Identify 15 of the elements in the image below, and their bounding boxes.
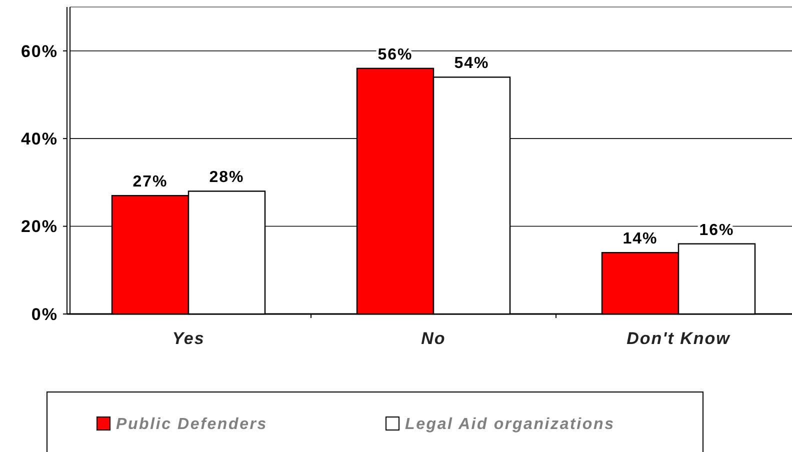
data-label: 54%	[454, 55, 490, 72]
legend-label: Public Defenders	[116, 416, 268, 433]
data-label: 28%	[209, 169, 244, 186]
y-tick-label: 60%	[20, 42, 58, 61]
data-label: 56%	[378, 46, 413, 64]
data-label: 14%	[622, 230, 658, 248]
data-label: 27%	[132, 174, 168, 191]
y-tick-label: 0%	[31, 304, 58, 324]
y-tick-label: 20%	[20, 217, 58, 236]
data-label: 16%	[699, 222, 734, 239]
x-tick-label: No	[421, 329, 446, 348]
y-tick-label: 40%	[20, 130, 58, 149]
x-tick-label: Yes	[172, 329, 205, 348]
legend-label: Legal Aid organizations	[405, 416, 615, 433]
x-tick-label: Don't Know	[626, 329, 732, 348]
